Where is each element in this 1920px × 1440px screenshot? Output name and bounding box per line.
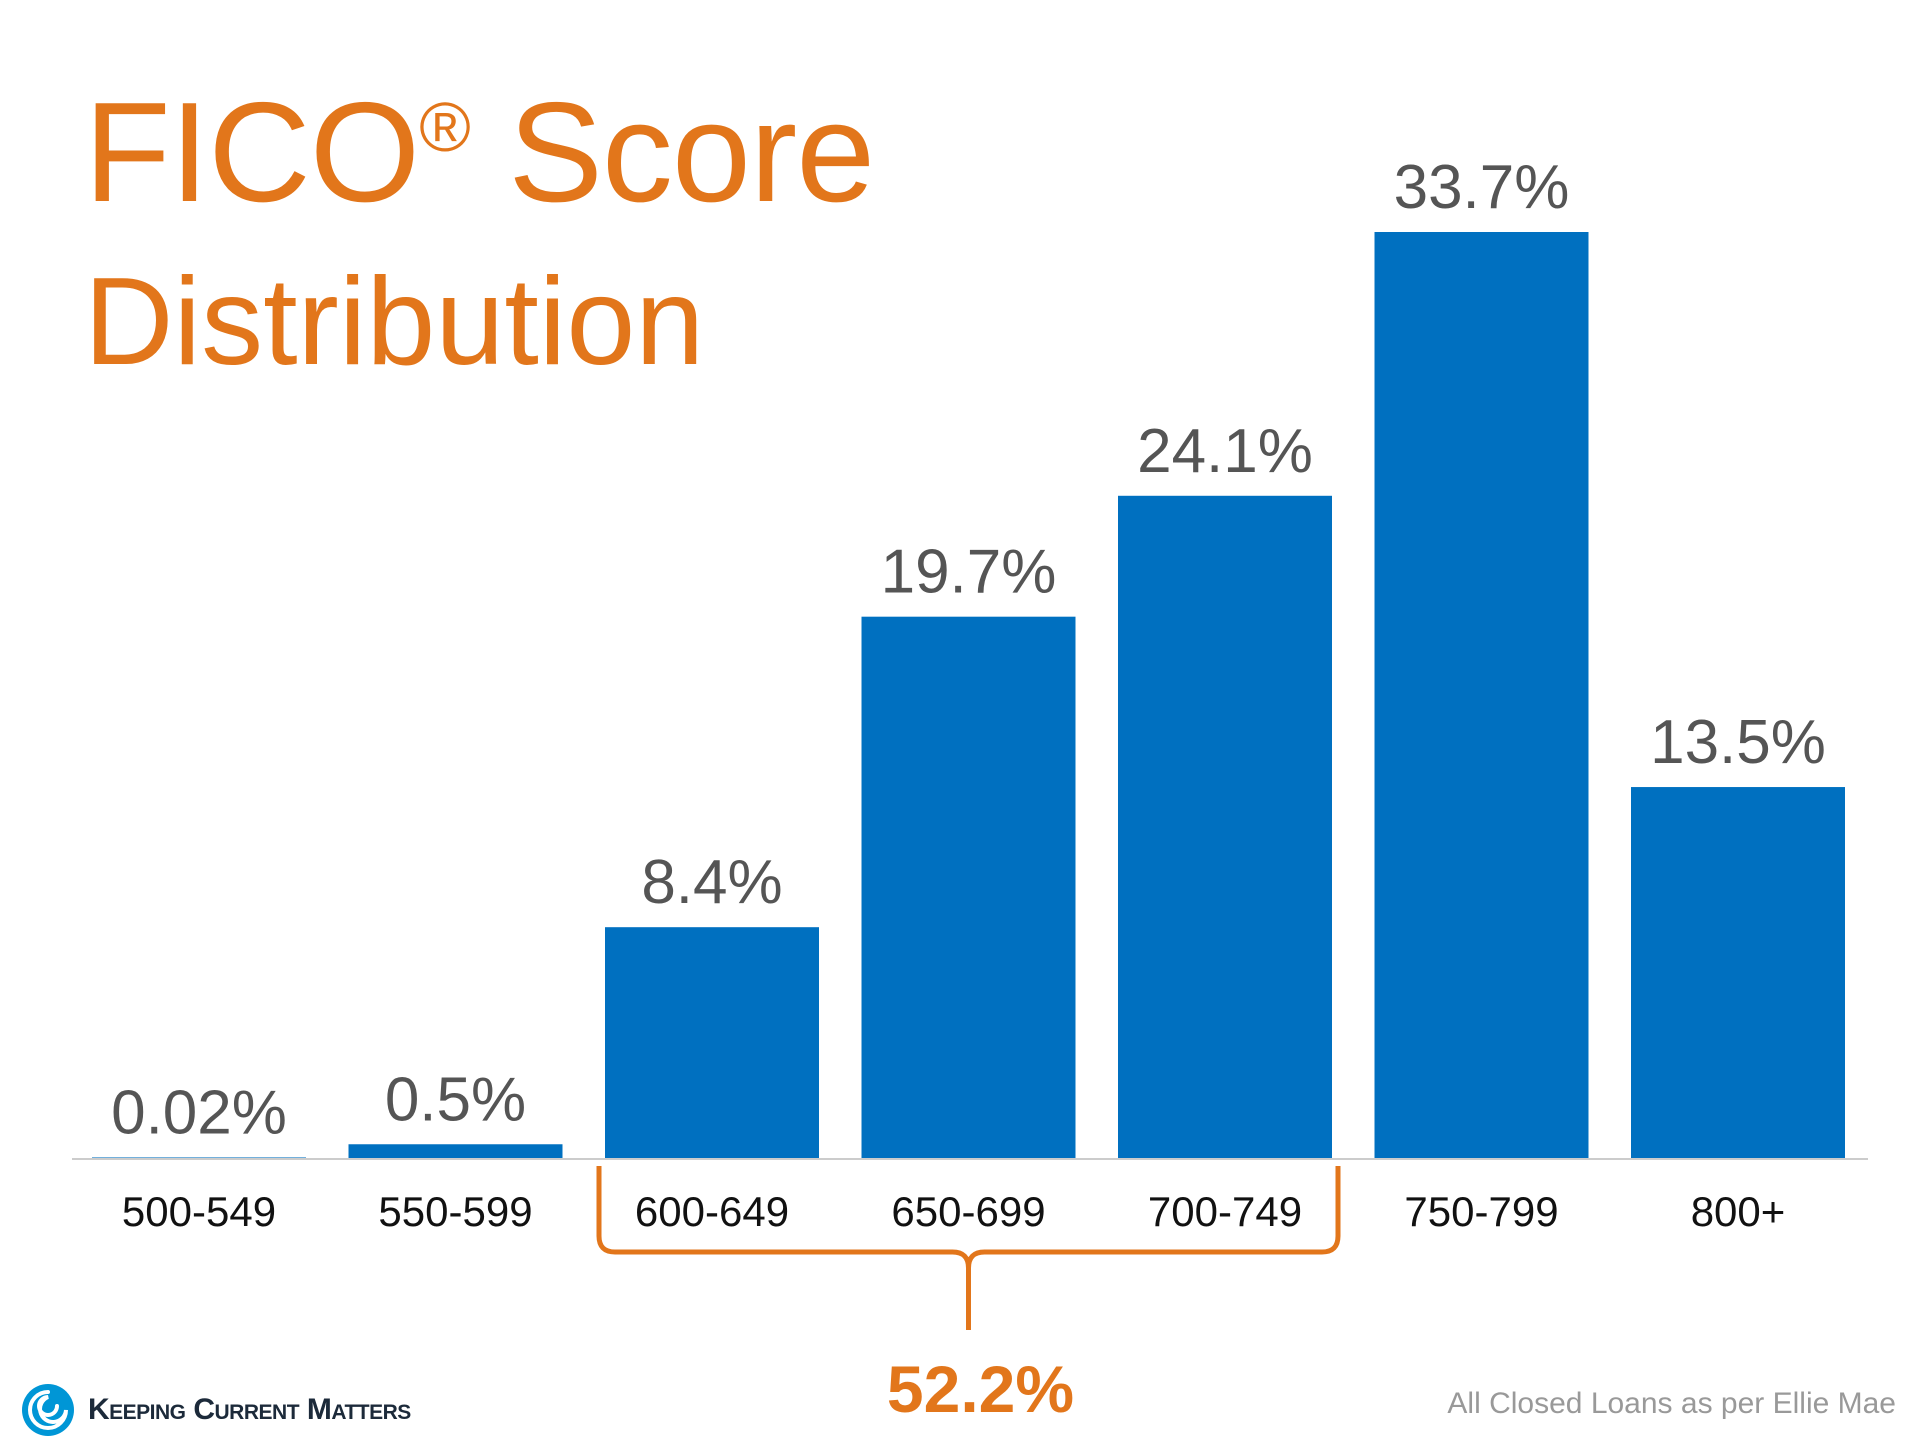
- range-brace: [596, 1166, 1341, 1330]
- data-label-700-749: 24.1%: [1137, 417, 1313, 486]
- tick-label-650-699: 650-699: [891, 1188, 1045, 1235]
- bar-600-649: [605, 927, 819, 1158]
- bars-group: [92, 232, 1845, 1158]
- tick-label-550-599: 550-599: [378, 1188, 532, 1235]
- data-label-500-549: 0.02%: [111, 1078, 287, 1147]
- tick-label-800+: 800+: [1691, 1188, 1786, 1235]
- title-score: Score: [469, 73, 875, 232]
- registered-mark: ®: [419, 88, 471, 166]
- data-label-650-699: 19.7%: [881, 538, 1057, 607]
- brand-logo: Keeping Current Matters: [20, 1380, 411, 1440]
- chart-title: FICO® Score Distribution: [84, 82, 875, 391]
- source-note: All Closed Loans as per Ellie Mae: [1447, 1387, 1896, 1420]
- tick-label-750-799: 750-799: [1404, 1188, 1558, 1235]
- bar-800+: [1631, 787, 1845, 1158]
- tick-label-700-749: 700-749: [1148, 1188, 1302, 1235]
- data-label-750-799: 33.7%: [1394, 153, 1570, 222]
- tick-label-600-649: 600-649: [635, 1188, 789, 1235]
- bar-500-549: [92, 1157, 306, 1158]
- swirl-icon: [22, 1384, 74, 1436]
- bar-750-799: [1374, 232, 1589, 1158]
- bar-700-749: [1118, 495, 1332, 1158]
- title-line-2: Distribution: [84, 253, 705, 391]
- data-label-600-649: 8.4%: [641, 848, 782, 917]
- brand-name: Keeping Current Matters: [88, 1393, 411, 1426]
- tick-labels-group: 500-549 550-599 600-649 650-699 700-749 750-7…: [122, 1188, 1785, 1235]
- bar-550-599: [348, 1144, 563, 1158]
- data-label-550-599: 0.5%: [385, 1065, 526, 1134]
- tick-label-500-549: 500-549: [122, 1188, 276, 1235]
- brace-label: 52.2%: [887, 1352, 1074, 1426]
- title-line-1: FICO® Score: [84, 82, 875, 224]
- title-fico: FICO: [84, 73, 420, 232]
- bar-650-699: [861, 616, 1076, 1158]
- data-label-800+: 13.5%: [1650, 708, 1826, 777]
- data-labels-group: 0.02% 0.5% 8.4% 19.7% 24.1% 33.7% 13.5%: [111, 153, 1826, 1147]
